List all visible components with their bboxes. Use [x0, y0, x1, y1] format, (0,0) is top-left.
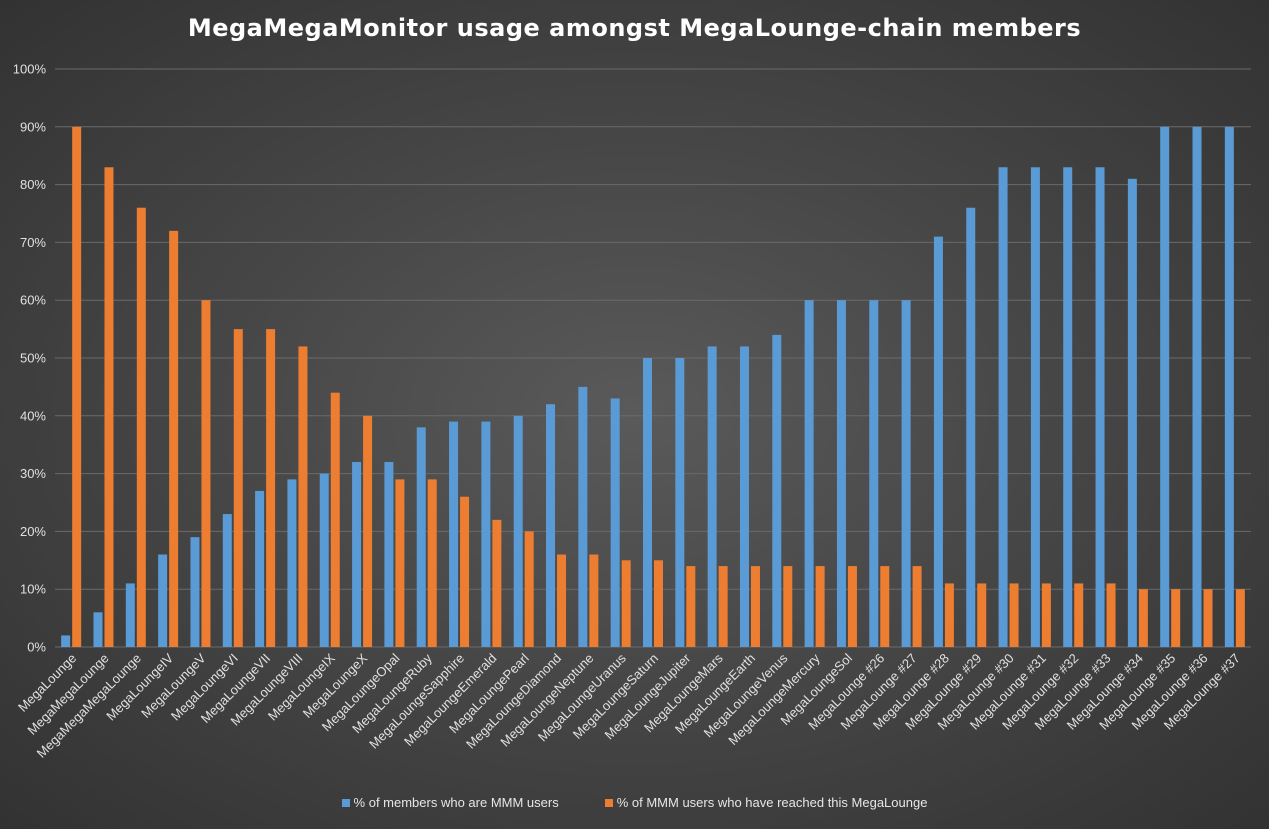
bar-reached-pct [815, 566, 825, 647]
bar-members-pct [610, 398, 620, 647]
bar-reached-pct [427, 479, 437, 647]
bar-members-pct [319, 473, 329, 647]
bar-members-pct [739, 346, 749, 647]
bar-reached-pct [330, 392, 340, 647]
bar-members-pct [1160, 126, 1170, 648]
bar-reached-pct [686, 566, 696, 647]
bar-members-pct [643, 358, 652, 647]
bar-reached-pct [880, 566, 890, 647]
bar-reached-pct [557, 554, 567, 647]
bar-reached-pct [169, 230, 179, 647]
bar-reached-pct [395, 479, 405, 647]
bar-members-pct [125, 583, 135, 647]
bar-members-pct [836, 300, 846, 647]
bar-reached-pct [1171, 589, 1181, 647]
bar-members-pct [772, 334, 782, 647]
y-tick-label: 70% [20, 235, 46, 250]
y-tick-label: 30% [20, 466, 46, 481]
bar-members-pct [1063, 167, 1073, 647]
bar-reached-pct [1106, 583, 1116, 647]
bar-reached-pct [233, 329, 243, 647]
bar-reached-pct [524, 531, 534, 647]
bar-reached-pct [266, 329, 276, 647]
bar-members-pct [384, 462, 394, 647]
bar-members-pct [190, 537, 200, 647]
bar-members-pct [416, 427, 426, 647]
bar-reached-pct [72, 126, 82, 648]
bar-reached-pct [1138, 589, 1148, 647]
y-tick-label: 60% [20, 293, 46, 308]
bar-reached-pct [783, 566, 793, 647]
bar-reached-pct [1009, 583, 1019, 647]
legend-item-members: % of members who are MMM users [341, 795, 559, 810]
bar-members-pct [287, 479, 297, 647]
legend-swatch-blue [341, 798, 350, 807]
bar-reached-pct [621, 560, 631, 647]
y-tick-label: 40% [20, 408, 46, 423]
bar-members-pct [158, 554, 168, 647]
bar-members-pct [901, 300, 911, 647]
chart-legend: % of members who are MMM users % of MMM … [0, 795, 1269, 810]
bar-reached-pct [1203, 589, 1213, 647]
y-tick-label: 0% [27, 640, 46, 655]
legend-swatch-orange [604, 798, 613, 807]
legend-item-reached: % of MMM users who have reached this Meg… [604, 795, 928, 810]
y-tick-label: 90% [20, 119, 46, 134]
chart-title: MegaMegaMonitor usage amongst MegaLounge… [187, 14, 1082, 42]
bar-members-pct [1224, 126, 1234, 648]
bar-reached-pct [847, 566, 857, 647]
bar-reached-pct [363, 415, 373, 647]
bar-members-pct [578, 386, 588, 647]
bar-members-pct [255, 490, 265, 647]
y-tick-label: 50% [20, 351, 46, 366]
bar-reached-pct [460, 496, 470, 647]
bar-reached-pct [944, 583, 954, 647]
bar-members-pct [998, 167, 1008, 647]
bar-reached-pct [718, 566, 728, 647]
bar-reached-pct [1041, 583, 1051, 647]
bar-reached-pct [912, 566, 922, 647]
bar-reached-pct [104, 167, 114, 647]
bar-reached-pct [492, 519, 502, 647]
bar-members-pct [933, 236, 943, 647]
bar-members-pct [513, 415, 523, 647]
bar-members-pct [481, 421, 491, 647]
bar-reached-pct [136, 207, 146, 647]
bar-reached-pct [977, 583, 987, 647]
bar-members-pct [61, 635, 71, 647]
bar-members-pct [1192, 126, 1202, 648]
bar-reached-pct [654, 560, 663, 647]
bar-members-pct [93, 612, 103, 647]
y-tick-label: 20% [20, 524, 46, 539]
bar-members-pct [804, 300, 814, 647]
bar-members-pct [675, 358, 685, 647]
bar-members-pct [1127, 178, 1137, 647]
bar-reached-pct [1074, 583, 1084, 647]
bar-members-pct [1095, 167, 1105, 647]
y-tick-label: 10% [20, 582, 46, 597]
y-tick-label: 80% [20, 177, 46, 192]
bar-reached-pct [201, 300, 211, 647]
bar-reached-pct [1235, 589, 1245, 647]
bar-members-pct [869, 300, 879, 647]
legend-label-reached: % of MMM users who have reached this Meg… [616, 795, 928, 810]
bar-members-pct [546, 404, 556, 647]
bar-members-pct [449, 421, 459, 647]
bar-members-pct [707, 346, 717, 647]
bar-reached-pct [589, 554, 599, 647]
bar-reached-pct [298, 346, 308, 647]
bar-members-pct [1030, 167, 1040, 647]
legend-label-members: % of members who are MMM users [353, 795, 559, 810]
y-tick-label: 100% [13, 62, 47, 77]
bar-members-pct [352, 462, 362, 647]
bar-members-pct [966, 207, 976, 647]
bar-reached-pct [750, 566, 760, 647]
bar-members-pct [222, 514, 232, 647]
